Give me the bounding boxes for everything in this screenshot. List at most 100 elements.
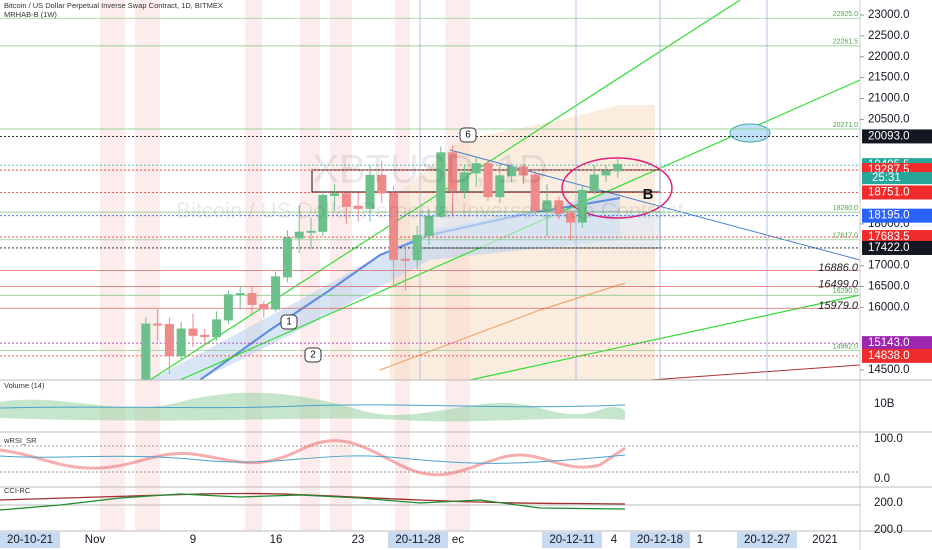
band bbox=[300, 0, 320, 531]
band bbox=[245, 0, 262, 531]
x-tick-label: 20-12-11 bbox=[549, 534, 594, 546]
panel-title: wRSI_SR bbox=[3, 436, 37, 445]
panel-labels: Volume (14) 10B wRSI_SR 100.0 0.0 CCI-RC 200.0… bbox=[3, 381, 903, 536]
countdown-tag bbox=[862, 172, 932, 185]
candles bbox=[141, 145, 623, 380]
candle-body bbox=[141, 323, 151, 380]
candle-body bbox=[448, 152, 458, 191]
panel-scale: 200.0 bbox=[874, 524, 903, 536]
price-tag bbox=[862, 230, 932, 245]
candle-body bbox=[471, 163, 481, 174]
candle-body bbox=[164, 323, 174, 357]
x-tick-label: 20-10-21 bbox=[7, 534, 53, 546]
candle-body bbox=[507, 166, 517, 177]
watermark-symbol: XBTUSD, 1D bbox=[312, 148, 548, 192]
level-label: 17617.0 bbox=[833, 233, 858, 240]
panel-scale: 200.0 bbox=[874, 497, 903, 509]
price-tag-label: 14838.0 bbox=[868, 350, 910, 362]
band bbox=[135, 0, 160, 531]
price-tag bbox=[862, 240, 932, 255]
candle-body bbox=[495, 175, 505, 198]
candle-body bbox=[518, 166, 528, 176]
x-tick-label: 1 bbox=[697, 534, 703, 546]
indicator-label: MRHAB-B (1W) bbox=[4, 10, 57, 19]
y-tick-label: 22500.0 bbox=[868, 30, 910, 42]
candle-body bbox=[188, 328, 198, 336]
candle-body bbox=[247, 293, 257, 305]
price-tag bbox=[862, 185, 932, 200]
price-tag bbox=[862, 348, 932, 363]
y-tick-label: 20500.0 bbox=[868, 113, 910, 125]
y-tick-label: 21000.0 bbox=[868, 93, 910, 105]
price-tag-label: 17683.5 bbox=[868, 231, 910, 243]
annotation-box bbox=[459, 127, 477, 143]
date-highlight bbox=[542, 532, 602, 548]
y-tick-label: 22000.0 bbox=[868, 51, 910, 63]
x-tick-label: Nov bbox=[85, 534, 106, 546]
price-scale: 23000.0 22500.0 22000.0 21500.0 21000.0 20500… bbox=[860, 9, 932, 376]
candle-body bbox=[153, 323, 163, 326]
candle-body bbox=[306, 230, 316, 233]
x-tick-label: 16 bbox=[270, 534, 283, 546]
date-highlight bbox=[630, 532, 690, 548]
candle-body bbox=[365, 174, 375, 209]
x-tick-label: 4 bbox=[611, 534, 618, 546]
price-axis bbox=[860, 0, 932, 550]
candle-body bbox=[294, 231, 304, 239]
annotation: 2 bbox=[310, 350, 316, 361]
annotation: B bbox=[643, 186, 654, 203]
y-tick-label: 17000.0 bbox=[868, 260, 910, 272]
candle-body bbox=[601, 170, 611, 176]
panel-scale: 10B bbox=[874, 398, 895, 410]
candle-body bbox=[459, 172, 469, 191]
price-tag bbox=[862, 129, 932, 144]
candle-body bbox=[271, 276, 281, 310]
candle-body bbox=[554, 200, 564, 214]
chart-title: Bitcoin / US Dollar Perpetual Inverse Sw… bbox=[4, 1, 223, 10]
candle-body bbox=[436, 152, 446, 217]
date-highlight bbox=[388, 532, 448, 548]
date-highlight bbox=[0, 532, 60, 548]
annotation-box bbox=[304, 347, 322, 363]
countdown: 25:31 bbox=[872, 172, 901, 184]
annotation: 1 bbox=[286, 317, 292, 328]
price-tag bbox=[862, 208, 932, 223]
annotation-box bbox=[280, 314, 298, 330]
annotations: 6 1 2 B bbox=[280, 127, 654, 363]
price-tag-label: 17422.0 bbox=[868, 242, 910, 254]
candle-body bbox=[542, 200, 552, 211]
level-label: 14962.0 bbox=[833, 344, 858, 351]
x-tick-label: 20-12-27 bbox=[744, 534, 790, 546]
x-tick-label: 20-12-18 bbox=[637, 534, 683, 546]
y-tick-label: 23000.0 bbox=[868, 9, 910, 21]
panel-scale: 0.0 bbox=[874, 473, 890, 485]
level-label: 15979.0 bbox=[818, 300, 859, 312]
y-tick-label: 21500.0 bbox=[868, 72, 910, 84]
y-tick-label: 16500.0 bbox=[868, 280, 910, 292]
level-label: 16499.0 bbox=[818, 278, 859, 290]
date-highlight bbox=[737, 532, 797, 548]
level-label: 22261.5 bbox=[833, 39, 858, 46]
candle-body bbox=[259, 303, 269, 310]
price-tag-label: 18195.0 bbox=[868, 210, 910, 222]
level-label: 16290.0 bbox=[833, 288, 858, 295]
candle-body bbox=[330, 193, 340, 196]
x-tick-label: ec bbox=[452, 534, 464, 546]
panel-title: Volume (14) bbox=[4, 381, 45, 390]
level-label: 16886.0 bbox=[818, 262, 859, 274]
price-tag-label: 15143.0 bbox=[868, 337, 910, 349]
y-tick-label: 16000.0 bbox=[868, 301, 910, 313]
x-tick-label: 23 bbox=[352, 534, 365, 546]
levels: 22925.0 22261.5 20271.0 18280.0 17617.0 16290… bbox=[0, 11, 860, 357]
candle-body bbox=[483, 163, 493, 198]
candle-body bbox=[200, 334, 210, 338]
candle-body bbox=[613, 164, 623, 172]
candle-body bbox=[318, 194, 328, 232]
price-tag bbox=[862, 336, 932, 351]
watermark-description: Bitcoin / US Dollar Perpetual Inverse Sw… bbox=[176, 198, 683, 223]
annotation: 6 bbox=[465, 130, 471, 141]
candle-body bbox=[353, 205, 363, 209]
candle-body bbox=[377, 174, 387, 194]
candle-body bbox=[389, 192, 399, 260]
